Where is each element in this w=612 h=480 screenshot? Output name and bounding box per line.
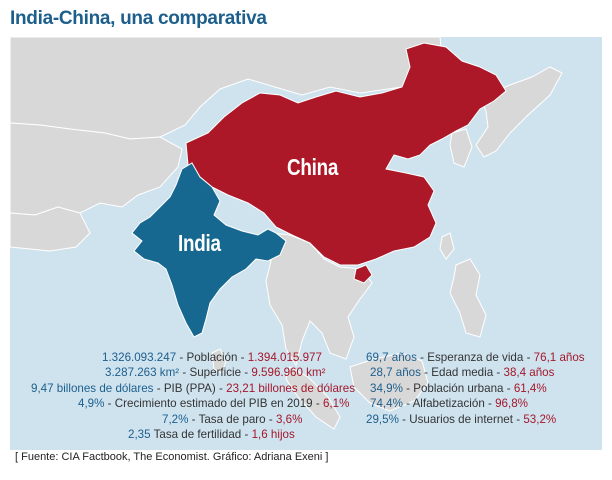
stat-row-urbana: 34,9% - Población urbana - 61,4% [366, 381, 602, 396]
separator: - [219, 381, 223, 395]
stat-row-alfabetizacion: 74,4% - Alfabetización - 96,8% [366, 396, 602, 411]
stat-row-internet: 29,5% - Usuarios de internet - 53,2% [366, 412, 602, 427]
stat-row-poblacion: 1.326.093.247 - Población - 1.394.015.97… [10, 350, 352, 365]
separator: - [420, 351, 425, 364]
stat-row-crecimiento: 4,9% - Crecimiento estimado del PIB en 2… [10, 396, 352, 411]
separator: - [516, 412, 521, 426]
separator: - [402, 412, 406, 426]
neighbouring-countries [10, 37, 563, 430]
india-value: 34,9% [370, 381, 403, 395]
india-label: India [178, 230, 221, 256]
stat-label: PIB (PPA) [163, 381, 216, 395]
china-value: 76,1 años [533, 351, 585, 364]
india-shape [131, 162, 287, 338]
stats-left: 1.326.093.247 - Población - 1.394.015.97… [10, 350, 356, 442]
stat-label: Tasa de fertilidad [153, 428, 242, 442]
separator: - [406, 381, 410, 395]
stat-label: Población [186, 351, 238, 364]
stat-label: Alfabetización [412, 397, 485, 411]
page-title: India-China, una comparativa [10, 8, 267, 29]
separator: - [244, 428, 249, 442]
china-value: 1.394.015.977 [247, 351, 322, 364]
india-value: 3.287.263 km² [105, 366, 180, 380]
separator: - [182, 366, 187, 380]
china-value: 53,2% [523, 412, 557, 426]
separator: - [496, 366, 501, 380]
separator: - [424, 366, 429, 380]
india-value: 69,7 años [366, 351, 417, 364]
separator: - [506, 381, 511, 395]
stat-label: Superficie [189, 366, 242, 380]
china-value: 38,4 años [503, 366, 555, 380]
stat-row-esperanza: 69,7 años - Esperanza de vida - 76,1 año… [366, 350, 602, 365]
india-value: 28,7 años [370, 366, 421, 380]
stat-label: Población urbana [413, 381, 504, 395]
china-value: 3,6% [275, 412, 303, 426]
china-value: 9.596.960 km² [251, 366, 326, 380]
separator: - [107, 397, 112, 411]
separator: - [156, 381, 161, 395]
china-value: 23,21 billones de dólares [226, 381, 356, 395]
india-value: 29,5% [366, 412, 399, 426]
india-value: 2,35 [128, 428, 151, 442]
stat-row-pib: 9,47 billones de dólares - PIB (PPA) - 2… [10, 381, 356, 396]
separator: - [191, 412, 196, 426]
stat-row-fertilidad: 2,35 Tasa de fertilidad - 1,6 hijos [10, 427, 352, 442]
china-shape [185, 42, 507, 266]
separator: - [268, 412, 273, 426]
separator: - [526, 351, 531, 364]
stat-row-edad: 28,7 años - Edad media - 38,4 años [366, 365, 602, 380]
china-value: 6,1% [322, 397, 350, 411]
india-value: 9,47 billones de dólares [31, 381, 154, 395]
separator: - [315, 397, 320, 411]
stat-label: Edad media [431, 366, 494, 380]
source-credit: [ Fuente: CIA Factbook, The Economist. G… [15, 451, 329, 463]
separator: - [179, 351, 184, 364]
china-value: 61,4% [513, 381, 547, 395]
china-label: China [287, 154, 339, 180]
stat-row-paro: 7,2% - Tasa de paro - 3,6% [10, 412, 352, 427]
map-svg [10, 37, 602, 450]
stat-label: Crecimiento estimado del PIB en 2019 [114, 397, 313, 411]
hainan-shape [353, 264, 373, 284]
stat-row-superficie: 3.287.263 km² - Superficie - 9.596.960 k… [10, 365, 352, 380]
separator: - [240, 351, 245, 364]
india-value: 7,2% [162, 412, 189, 426]
stat-label: Tasa de paro [198, 412, 266, 426]
india-value: 1.326.093.247 [102, 351, 177, 364]
stat-label: Usuarios de internet [409, 412, 513, 426]
china-value: 96,8% [495, 397, 528, 411]
separator: - [488, 397, 492, 411]
china-value: 1,6 hijos [251, 428, 295, 442]
india-value: 74,4% [370, 397, 403, 411]
india-value: 4,9% [78, 397, 105, 411]
separator: - [244, 366, 249, 380]
stats-right: 69,7 años - Esperanza de vida - 76,1 año… [366, 350, 602, 427]
map-panel: China India [10, 37, 602, 450]
separator: - [406, 397, 410, 411]
stat-label: Esperanza de vida [427, 351, 524, 364]
